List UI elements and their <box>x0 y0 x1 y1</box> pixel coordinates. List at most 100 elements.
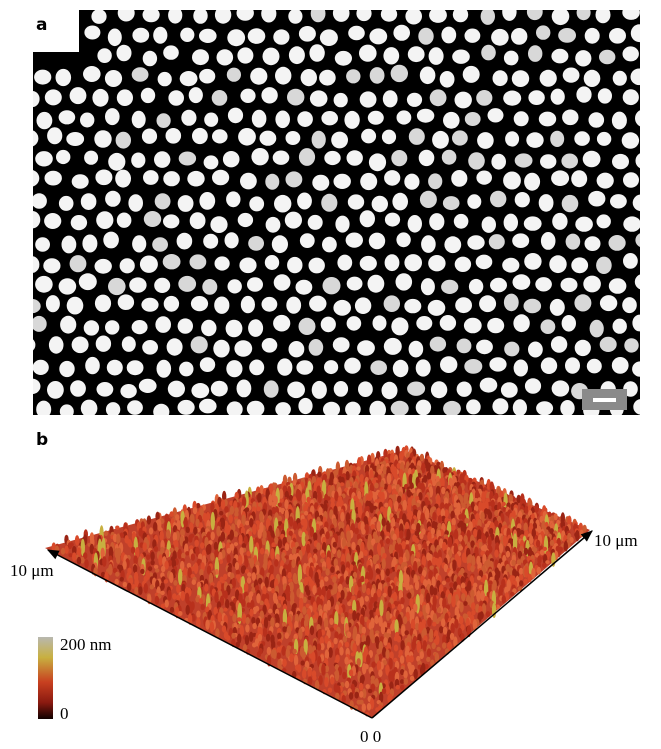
surface-peak <box>355 692 359 699</box>
nanopillar <box>347 150 363 165</box>
nanopillar <box>440 356 457 373</box>
nanopillar <box>179 362 193 377</box>
nanopillar <box>632 315 646 332</box>
surface-peak <box>368 602 372 611</box>
surface-peak <box>201 604 205 610</box>
surface-peak <box>357 579 361 587</box>
nanopillar <box>597 173 614 189</box>
surface-peak <box>259 601 263 606</box>
nanopillar <box>384 295 400 312</box>
nanopillar <box>33 360 49 375</box>
nanopillar <box>334 381 348 397</box>
surface-peak <box>267 647 271 655</box>
surface-peak <box>404 678 408 685</box>
surface-peak <box>313 532 317 541</box>
nanopillar <box>32 193 47 209</box>
nanopillar <box>95 170 112 186</box>
nanopillar <box>503 172 521 190</box>
nanopillar <box>468 152 485 169</box>
nanopillar <box>348 194 364 209</box>
nanopillar <box>237 5 254 20</box>
nanopillar <box>178 318 193 333</box>
nanopillar <box>381 7 397 22</box>
nanopillar <box>466 399 481 414</box>
nanopillar <box>356 6 371 21</box>
nanopillar <box>391 65 408 82</box>
surface-peak <box>374 615 378 624</box>
nanopillar <box>211 381 228 397</box>
surface-peak <box>345 681 349 689</box>
nanopillar <box>574 131 590 146</box>
nanopillar <box>609 278 627 294</box>
sem-image <box>20 3 653 420</box>
nanopillar <box>428 300 446 316</box>
surface-peak <box>371 661 375 667</box>
surface-peak <box>476 590 480 602</box>
nanopillar <box>228 279 242 293</box>
surface-peak <box>451 525 455 531</box>
surface-peak <box>304 511 308 516</box>
nanopillar <box>163 45 179 59</box>
nanopillar <box>105 108 120 125</box>
surface-peak <box>256 506 260 511</box>
surface-peak <box>429 638 433 642</box>
nanopillar <box>168 90 184 105</box>
nanopillar <box>163 171 180 186</box>
surface-peak <box>266 634 270 642</box>
nanopillar <box>223 151 240 167</box>
surface-peak <box>270 617 274 628</box>
nanopillar <box>524 253 541 270</box>
nanopillar <box>190 254 207 269</box>
surface-peak <box>415 538 419 544</box>
surface-peak <box>524 548 528 555</box>
nanopillar <box>441 27 456 44</box>
surface-peak <box>383 637 387 646</box>
surface-peak <box>310 625 314 635</box>
surface-peak <box>332 576 336 583</box>
nanopillar <box>561 278 578 292</box>
nanopillar <box>361 129 376 144</box>
nanopillar <box>583 151 601 168</box>
nanopillar <box>613 319 627 334</box>
nanopillar <box>416 316 432 330</box>
nanopillar <box>262 297 278 312</box>
nanopillar <box>179 152 196 166</box>
nanopillar <box>493 70 508 86</box>
nanopillar <box>286 171 303 187</box>
nanopillar <box>346 69 360 83</box>
nanopillar <box>551 89 565 105</box>
nanopillar <box>598 88 612 103</box>
nanopillar <box>584 70 601 87</box>
surface-peak <box>403 616 407 624</box>
surface-peak <box>437 508 441 517</box>
figure: a b 10 μm 10 μm 0 0 200 nm 0 <box>0 0 661 749</box>
surface-peak <box>166 529 170 539</box>
surface-peak <box>186 527 190 533</box>
nanopillar <box>23 379 40 395</box>
surface-peak <box>133 555 137 564</box>
nanopillar <box>215 256 230 270</box>
nanopillar <box>539 112 556 127</box>
nanopillar <box>155 193 171 209</box>
surface-peak <box>328 688 332 693</box>
nanopillar <box>404 299 421 313</box>
nanopillar <box>265 174 279 190</box>
surface-peak <box>356 466 360 470</box>
nanopillar <box>334 93 348 107</box>
nanopillar <box>95 259 112 274</box>
nanopillar <box>323 402 340 417</box>
surface-peak <box>366 684 370 689</box>
surface-peak <box>210 553 214 561</box>
surface-peak <box>427 648 431 657</box>
surface-peak <box>206 545 210 555</box>
nanopillar <box>85 357 100 374</box>
nanopillar <box>385 254 400 271</box>
scale-bar-line <box>593 398 616 402</box>
surface-peak <box>186 605 190 615</box>
surface-peak <box>246 617 250 624</box>
nanopillar <box>589 112 605 127</box>
nanopillar <box>541 357 557 374</box>
surface-peak <box>264 617 268 629</box>
surface-peak <box>575 530 579 541</box>
nanopillar <box>275 67 291 85</box>
